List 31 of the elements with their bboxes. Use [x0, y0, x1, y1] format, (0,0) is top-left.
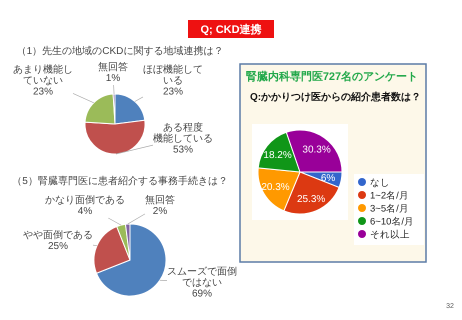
legend-label: なし — [370, 178, 390, 188]
chart-title: （5）腎臓専門医に患者紹介する事務手続きは？ — [12, 175, 228, 187]
legend-label: 3~5名/月 — [370, 202, 409, 214]
data-label: 30.3% — [302, 144, 331, 156]
data-label: 18.2% — [263, 150, 292, 161]
legend-label: 1~2名/月 — [370, 190, 409, 202]
data-label: 23% — [162, 86, 184, 98]
data-label: 25% — [48, 241, 68, 252]
data-label: 20.3% — [261, 182, 290, 194]
data-label: 4% — [78, 206, 92, 217]
legend-label: 6~10名/月 — [370, 216, 414, 228]
data-label: 53% — [172, 144, 194, 156]
slice-label: 無回答 — [98, 61, 128, 73]
text: Q; CKD連携 — [200, 23, 262, 36]
data-label: 2% — [152, 206, 168, 217]
data-label: 25.3% — [296, 194, 326, 205]
slice-label: ある程度機能している — [153, 122, 213, 144]
slice-label: かなり面倒である — [45, 195, 125, 206]
slice-label: ほぼ機能している — [143, 64, 203, 86]
data-label: 1% — [106, 73, 120, 84]
chart-title: 腎臓内科専門医727名のアンケート — [246, 70, 418, 83]
slice-label: あまり機能していない — [13, 64, 73, 86]
data-label: 69% — [192, 288, 212, 300]
data-label: 6% — [320, 172, 336, 184]
slice-label: やや面倒である — [23, 230, 93, 241]
data-label: 23% — [32, 86, 54, 98]
slice-label: 無回答 — [145, 194, 175, 206]
chart-subtitle: Q:かかりつけ医からの紹介患者数は？ — [250, 91, 422, 103]
slice-label: スムーズで面倒ではない — [167, 266, 237, 288]
legend-label: それ以上 — [370, 228, 410, 240]
chart-title: （1）先生の地域のCKDに関する地域連携は？ — [16, 45, 224, 57]
